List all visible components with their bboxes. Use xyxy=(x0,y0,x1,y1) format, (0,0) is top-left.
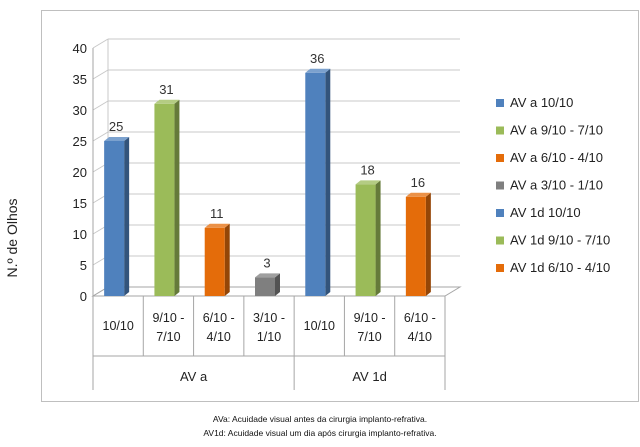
grid-lines xyxy=(92,38,460,297)
legend-swatch xyxy=(496,236,504,245)
bar-top xyxy=(104,137,130,141)
group-label: AV 1d xyxy=(352,369,386,384)
bar-front xyxy=(405,196,426,296)
legend-item: AV 1d 9/10 - 7/10 xyxy=(496,233,610,248)
y-tick-label: 5 xyxy=(80,258,87,273)
legend-item: AV 1d 6/10 - 4/10 xyxy=(496,260,610,275)
bar-value-label: 36 xyxy=(310,51,324,66)
bar-chart: 0 5 10 15 20 25 30 35 40 25 10/10 31 9/10 - 7/10 11 6/1… xyxy=(4,38,610,390)
gridline-diagonal xyxy=(92,131,109,142)
bar-side xyxy=(425,192,431,296)
bar-side xyxy=(375,180,381,296)
bar-value-label: 16 xyxy=(411,175,425,190)
gridline-diagonal xyxy=(92,69,109,80)
legend-swatch xyxy=(496,154,504,162)
chart-frame xyxy=(41,10,639,402)
legend-swatch xyxy=(496,209,504,217)
legend-swatch xyxy=(496,99,504,107)
legend-label: AV 1d 10/10 xyxy=(510,205,581,220)
category-label: 9/10 - xyxy=(354,311,386,325)
bar-side xyxy=(224,223,230,296)
footnotes: AVa: Acuidade visual antes da cirurgia i… xyxy=(0,412,640,440)
category-label: 10/10 xyxy=(304,319,335,333)
category-label: 6/10 - xyxy=(404,311,436,325)
y-axis-label: N.º de Olhos xyxy=(4,198,20,277)
bar-top xyxy=(405,192,431,197)
y-tick-label: 40 xyxy=(73,41,87,56)
legend-label: AV a 10/10 xyxy=(510,95,573,110)
legend-item: AV a 3/10 - 1/10 xyxy=(496,178,603,193)
category-label: 7/10 xyxy=(357,330,381,344)
bar xyxy=(204,223,230,296)
bar-top xyxy=(154,99,180,104)
bar xyxy=(405,192,431,296)
legend-label: AV 1d 6/10 - 4/10 xyxy=(510,260,610,275)
bar-top xyxy=(355,180,381,185)
bar xyxy=(154,99,180,296)
bar-side xyxy=(325,68,331,296)
bar xyxy=(305,68,331,296)
bar-side xyxy=(174,99,180,296)
category-label: 1/10 xyxy=(257,330,281,344)
legend-item: AV a 10/10 xyxy=(496,95,573,110)
bar xyxy=(255,273,280,296)
category-label: 6/10 - xyxy=(203,311,235,325)
footnote-av-1d: AV1d: Acuidade visual um dia após cirurg… xyxy=(203,428,437,438)
bar-value-label: 18 xyxy=(360,162,374,177)
category-label: 4/10 xyxy=(207,330,231,344)
legend-label: AV 1d 9/10 - 7/10 xyxy=(510,233,610,248)
legend-swatch xyxy=(496,264,504,272)
legend: AV a 10/10 AV a 9/10 - 7/10 AV a 6/10 - 4/… xyxy=(496,95,610,275)
category-label: 9/10 - xyxy=(152,311,184,325)
legend-item: AV a 6/10 - 4/10 xyxy=(496,150,603,165)
group-label: AV a xyxy=(180,369,208,384)
bar-front xyxy=(204,227,225,296)
bar-value-label: 3 xyxy=(263,255,270,270)
legend-item: AV a 9/10 - 7/10 xyxy=(496,123,603,138)
gridline-diagonal xyxy=(92,38,109,49)
bar xyxy=(355,180,381,296)
y-tick-label: 15 xyxy=(73,196,87,211)
footnote-av-a: AVa: Acuidade visual antes da cirurgia i… xyxy=(212,414,428,424)
bars xyxy=(104,68,431,296)
bar-value-label: 31 xyxy=(159,82,173,97)
bar xyxy=(104,137,130,296)
legend-label: AV a 6/10 - 4/10 xyxy=(510,150,603,165)
bar-top xyxy=(255,273,280,278)
bar-top xyxy=(305,68,331,73)
y-tick-label: 20 xyxy=(73,165,87,180)
bar-front xyxy=(104,141,125,296)
bar-front xyxy=(154,103,175,296)
legend-swatch xyxy=(496,181,504,190)
bar-top xyxy=(204,223,230,228)
bar-front xyxy=(305,72,326,296)
category-label: 3/10 - xyxy=(253,311,285,325)
legend-label: AV a 9/10 - 7/10 xyxy=(510,123,603,138)
category-label: 7/10 xyxy=(156,330,180,344)
y-tick-label: 10 xyxy=(73,227,87,242)
category-label: 10/10 xyxy=(103,319,134,333)
bar-side xyxy=(275,273,280,296)
legend-item: AV 1d 10/10 xyxy=(496,205,581,220)
category-label: 4/10 xyxy=(408,330,432,344)
bar-side xyxy=(124,137,130,296)
legend-label: AV a 3/10 - 1/10 xyxy=(510,178,603,193)
bar-value-label: 25 xyxy=(109,119,123,134)
y-tick-label: 25 xyxy=(73,134,87,149)
labels: 0 5 10 15 20 25 30 35 40 25 10/10 31 9/10 - 7/10 11 6/1… xyxy=(73,41,436,384)
bar-front xyxy=(355,184,376,296)
y-tick-label: 35 xyxy=(73,72,87,87)
y-tick-label: 30 xyxy=(73,103,87,118)
legend-swatch xyxy=(496,126,504,135)
bar-front xyxy=(255,277,275,296)
floor xyxy=(91,286,462,297)
bar-value-label: 11 xyxy=(210,206,224,221)
gridline-diagonal xyxy=(92,100,109,111)
y-tick-label: 0 xyxy=(80,289,87,304)
